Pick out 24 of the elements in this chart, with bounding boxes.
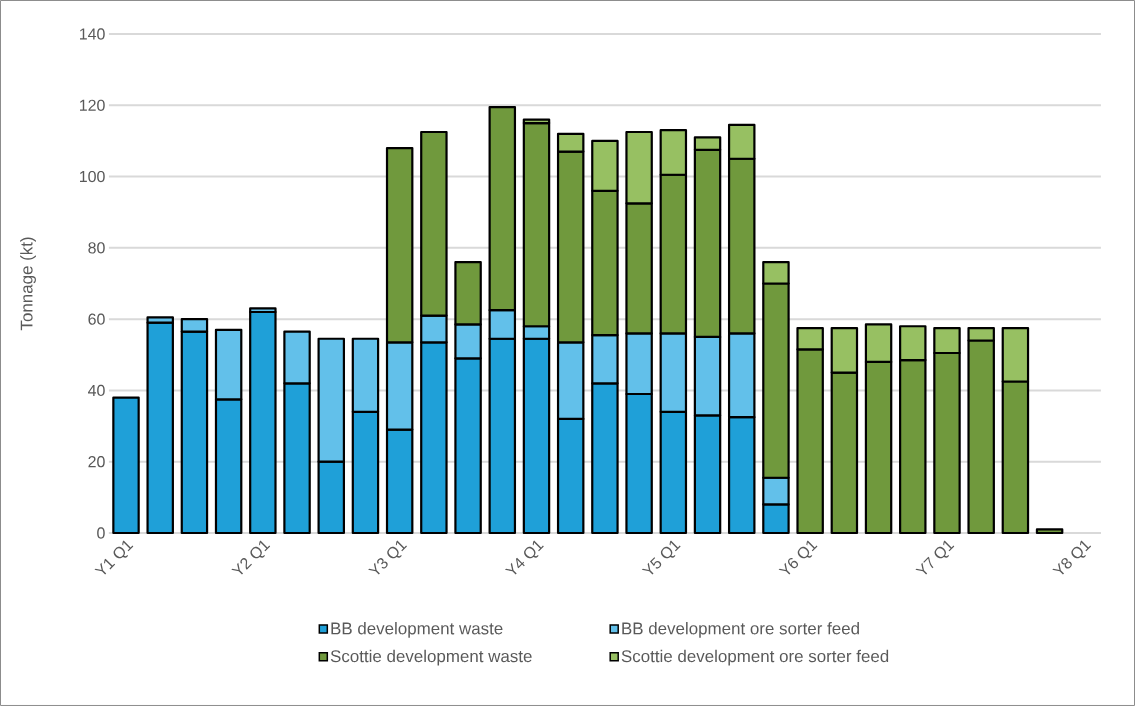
x-tick-label: Y2 Q1	[231, 540, 271, 575]
y-tick-label: 80	[88, 242, 105, 254]
x-tick-label: Y5 Q1	[641, 540, 681, 575]
x-tick-label: Y8 Q1	[1052, 540, 1092, 575]
y-tick-label: 0	[97, 527, 105, 539]
bar	[112, 396, 140, 535]
x-tick-label: Y7 Q1	[915, 540, 955, 575]
legend-label: BB development waste	[331, 622, 503, 638]
x-tick-label: Y3 Q1	[368, 540, 407, 575]
y-tick-label: 60	[88, 313, 105, 325]
y-tick-label: 140	[80, 28, 105, 40]
x-tick-label: Y4 Q1	[504, 540, 544, 575]
bar	[249, 310, 277, 535]
y-axis-title: Tonnage (kt)	[20, 237, 36, 331]
y-tick-label: 100	[80, 170, 105, 183]
legend-label: Scottie development ore sorter feed	[621, 649, 889, 666]
legend-label: Scottie development waste	[330, 649, 532, 666]
legend-label: BB development ore sorter feed	[622, 622, 859, 638]
bar	[1035, 528, 1064, 535]
y-tick-label: 120	[80, 99, 105, 111]
y-tick-label: 40	[88, 384, 105, 397]
x-tick-label: Y1 Q1	[94, 540, 134, 575]
x-tick-label: Y6 Q1	[778, 540, 818, 575]
y-tick-label: 20	[88, 456, 105, 468]
